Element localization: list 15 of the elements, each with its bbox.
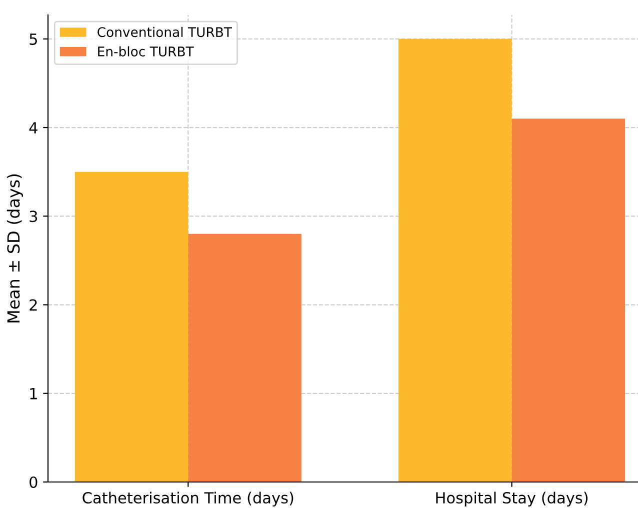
bar	[74, 172, 188, 482]
x-tick-label: Catheterisation Time (days)	[82, 492, 294, 507]
y-tick-label: 2	[30, 299, 37, 311]
y-tick-label: 0	[30, 476, 38, 488]
y-axis-title: Mean ± SD (days)	[6, 174, 23, 322]
bar	[398, 38, 512, 482]
y-tick-label: 1	[30, 388, 37, 400]
x-tick-label: Hospital Stay (days)	[436, 492, 588, 507]
legend-label: En-bloc TURBT	[98, 46, 194, 56]
legend-label: Conventional TURBT	[98, 26, 232, 38]
y-tick-label: 3	[30, 210, 38, 222]
bar	[512, 118, 626, 482]
y-tick-label: 5	[30, 34, 37, 45]
y-tick-label: 4	[29, 122, 38, 134]
bar	[188, 234, 302, 482]
